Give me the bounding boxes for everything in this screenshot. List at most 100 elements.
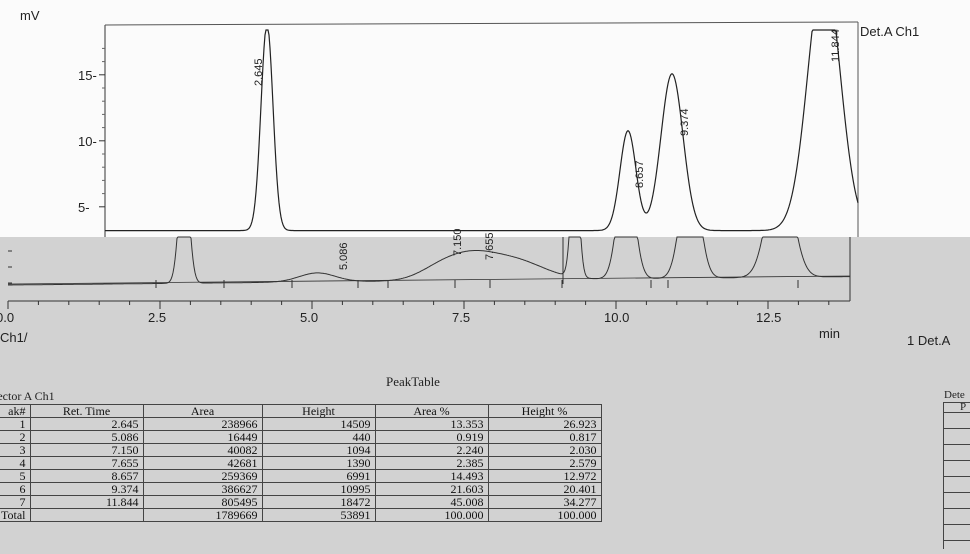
table-cell: 1390 — [261, 456, 376, 470]
table-cell: 0.919 — [374, 430, 489, 444]
table-cell: 2.030 — [487, 443, 602, 457]
table-cell: 42681 — [142, 456, 263, 470]
table-cell: 6 — [0, 482, 31, 496]
x-tick-label: 2.5 — [148, 310, 166, 325]
col-ret-time: Ret. Time — [29, 404, 144, 418]
table-cell: 259369 — [142, 469, 263, 483]
table-row: 6 9.374 386627 10995 21.603 20.401 — [0, 482, 602, 496]
peak-label: 8.657 — [634, 160, 646, 188]
table-cell: 2.240 — [374, 443, 489, 457]
peak-label: 2.645 — [253, 58, 265, 86]
table-cell: 386627 — [142, 482, 263, 496]
y-tick-label: 5- — [78, 200, 90, 215]
channel-label: Ch1/ — [0, 330, 28, 345]
col-area: Area — [142, 404, 263, 418]
right-table-line — [943, 476, 970, 477]
peak-label: 7.655 — [484, 232, 496, 260]
table-cell: 6991 — [261, 469, 376, 483]
table-cell: 7.655 — [29, 456, 144, 470]
x-axis-unit: min — [819, 326, 840, 341]
y-tick-label: 15- — [78, 68, 97, 83]
table-cell: 10995 — [261, 482, 376, 496]
table-cell: 34.277 — [487, 495, 602, 509]
right-table-line — [943, 540, 970, 541]
table-cell: 2.645 — [29, 417, 144, 431]
table-cell: 9.374 — [29, 482, 144, 496]
right-table-line — [943, 524, 970, 525]
col-height-pct: Height % — [487, 404, 602, 418]
y-tick-label: 10- — [78, 134, 97, 149]
table-cell: 7.150 — [29, 443, 144, 457]
table-cell: 14.493 — [374, 469, 489, 483]
y-axis-unit: mV — [20, 8, 40, 23]
table-cell — [29, 508, 144, 522]
table-cell: 2 — [0, 430, 31, 444]
peak-table-header: ak# Ret. Time Area Height Area % Height … — [0, 404, 602, 418]
peak-label: 5.086 — [338, 242, 350, 270]
right-table-line — [943, 444, 970, 445]
upper-trace — [105, 29, 859, 232]
right-table-line — [943, 492, 970, 493]
table-cell: 45.008 — [374, 495, 489, 509]
peak-label: 7.150 — [452, 228, 464, 256]
lower-trace — [8, 236, 850, 286]
col-peak-number: ak# — [0, 404, 31, 418]
right-table-line — [943, 428, 970, 429]
x-tick-label: 7.5 — [452, 310, 470, 325]
chromatogram-upper-panel — [0, 0, 970, 237]
right-table-line — [943, 412, 970, 413]
table-cell: 1 — [0, 417, 31, 431]
table-cell: 4 — [0, 456, 31, 470]
detector-label: Det.A Ch1 — [860, 24, 919, 39]
x-tick-label: 0.0 — [0, 310, 14, 325]
table-cell: 238966 — [142, 417, 263, 431]
top-frame-line — [104, 21, 859, 26]
table-row: 2 5.086 16449 440 0.919 0.817 — [0, 430, 602, 444]
peak-table-title: PeakTable — [386, 374, 440, 389]
table-cell: 100.000 — [487, 508, 602, 522]
right-table-border — [943, 402, 970, 549]
table-cell: 7 — [0, 495, 31, 509]
table-total-row: Total 1789669 53891 100.000 100.000 — [0, 508, 602, 522]
detector-label-right: 1 Det.A — [907, 333, 951, 348]
table-cell: 3 — [0, 443, 31, 457]
peak-table-detector: tector A Ch1 — [0, 389, 55, 403]
table-cell: 18472 — [261, 495, 376, 509]
table-cell: 40082 — [142, 443, 263, 457]
peak-label: 9.374 — [679, 108, 691, 136]
table-cell: 11.844 — [29, 495, 144, 509]
table-row: 4 7.655 42681 1390 2.385 2.579 — [0, 456, 602, 470]
table-cell: Total — [0, 508, 31, 522]
table-cell: 16449 — [142, 430, 263, 444]
table-cell: 8.657 — [29, 469, 144, 483]
table-cell: 1789669 — [142, 508, 263, 522]
right-table-line — [943, 460, 970, 461]
peak-table: ak# Ret. Time Area Height Area % Height … — [0, 404, 602, 522]
x-tick-label: 10.0 — [604, 310, 629, 325]
table-row: 1 2.645 238966 14509 13.353 26.923 — [0, 417, 602, 431]
baseline-line — [7, 275, 851, 285]
table-cell: 26.923 — [487, 417, 602, 431]
right-table-line — [943, 508, 970, 509]
table-cell: 12.972 — [487, 469, 602, 483]
table-row: 3 7.150 40082 1094 2.240 2.030 — [0, 443, 602, 457]
peak-label: 11.844 — [830, 29, 842, 62]
table-row: 7 11.844 805495 18472 45.008 34.277 — [0, 495, 602, 509]
table-cell: 2.385 — [374, 456, 489, 470]
table-cell: 5 — [0, 469, 31, 483]
table-cell: 13.353 — [374, 417, 489, 431]
table-cell: 2.579 — [487, 456, 602, 470]
table-cell: 440 — [261, 430, 376, 444]
table-cell: 0.817 — [487, 430, 602, 444]
table-cell: 5.086 — [29, 430, 144, 444]
col-height: Height — [261, 404, 376, 418]
table-cell: 14509 — [261, 417, 376, 431]
table-cell: 805495 — [142, 495, 263, 509]
table-cell: 21.603 — [374, 482, 489, 496]
table-cell: 53891 — [261, 508, 376, 522]
col-area-pct: Area % — [374, 404, 489, 418]
right-table-fragment: Dete — [944, 389, 965, 401]
table-row: 5 8.657 259369 6991 14.493 12.972 — [0, 469, 602, 483]
x-tick-label: 5.0 — [300, 310, 318, 325]
